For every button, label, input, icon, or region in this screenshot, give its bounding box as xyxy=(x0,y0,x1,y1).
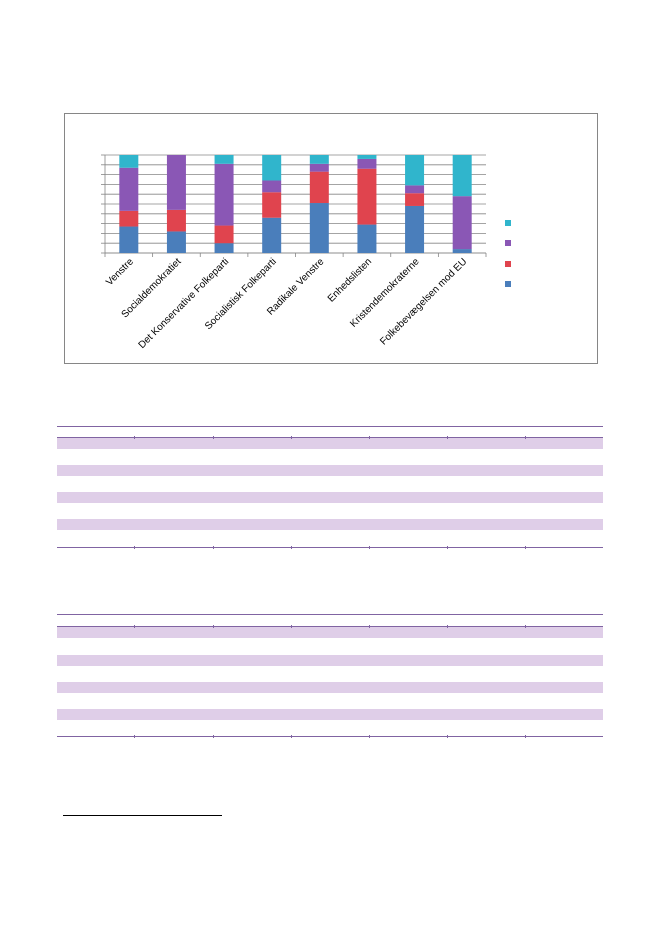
x-tick-label: Folkebevægelsen mod EU xyxy=(378,256,469,347)
bar-segment xyxy=(357,158,377,169)
bar-segment xyxy=(119,155,139,168)
column-separator xyxy=(447,735,448,738)
bar-segment xyxy=(452,155,472,197)
table-top-rule xyxy=(57,614,603,615)
bar-segment xyxy=(262,217,282,253)
column-separator xyxy=(525,625,526,628)
column-separator xyxy=(291,436,292,439)
table-row xyxy=(57,492,603,503)
footnote-rule xyxy=(63,815,222,816)
bar-segment xyxy=(405,155,425,186)
column-separator xyxy=(525,546,526,549)
column-separator xyxy=(447,546,448,549)
table-row xyxy=(57,655,603,666)
x-tick-label: Det Konservative Folkeparti xyxy=(137,256,232,351)
bar-segment xyxy=(119,226,139,253)
legend-swatch xyxy=(505,281,511,287)
column-separator xyxy=(134,546,135,549)
table-row xyxy=(57,709,603,720)
row-divider xyxy=(57,451,134,452)
bar-segment xyxy=(357,155,377,159)
data-table-2 xyxy=(57,614,603,738)
column-separator xyxy=(369,625,370,628)
table-row xyxy=(57,519,603,530)
bar-segment xyxy=(119,210,139,227)
bar-segment xyxy=(214,155,234,164)
legend-swatch xyxy=(505,220,511,226)
column-separator xyxy=(213,735,214,738)
bar-segment xyxy=(119,167,139,211)
table-row xyxy=(57,627,603,638)
bar-segment xyxy=(262,180,282,193)
legend-swatch xyxy=(505,240,511,246)
bar-segment xyxy=(166,209,186,232)
bar-segment xyxy=(262,155,282,181)
column-separator xyxy=(213,546,214,549)
column-separator xyxy=(369,735,370,738)
column-separator xyxy=(369,546,370,549)
table-header-rule xyxy=(57,437,603,438)
data-table-1 xyxy=(57,426,603,549)
table-row xyxy=(57,438,603,449)
bar-segment xyxy=(357,168,377,225)
table-bottom-rule xyxy=(57,736,603,737)
column-separator xyxy=(291,735,292,738)
legend-swatch xyxy=(505,261,511,267)
x-tick-label: Enhedslisten xyxy=(326,256,374,304)
table-top-rule xyxy=(57,426,603,427)
bar-segment xyxy=(309,203,329,253)
bar-segment xyxy=(357,224,377,253)
column-separator xyxy=(447,436,448,439)
table-row xyxy=(57,465,603,476)
bar-segment xyxy=(214,243,234,253)
column-separator xyxy=(134,735,135,738)
bar-segment xyxy=(309,171,329,204)
bar-segment xyxy=(166,231,186,253)
column-separator xyxy=(525,436,526,439)
bar-segment xyxy=(309,155,329,164)
column-separator xyxy=(134,625,135,628)
bar-segment xyxy=(214,225,234,244)
column-separator xyxy=(525,735,526,738)
column-separator xyxy=(213,625,214,628)
bar-segment xyxy=(405,185,425,194)
bar-segment xyxy=(309,163,329,172)
bar-segment xyxy=(214,163,234,226)
column-separator xyxy=(291,546,292,549)
bar-segment xyxy=(405,193,425,206)
bar-segment xyxy=(166,155,186,210)
bar-segment xyxy=(452,196,472,250)
table-bottom-rule xyxy=(57,547,603,548)
column-separator xyxy=(447,625,448,628)
column-separator xyxy=(213,436,214,439)
column-separator xyxy=(134,436,135,439)
row-divider xyxy=(57,532,134,533)
bar-segment xyxy=(405,205,425,253)
column-separator xyxy=(369,436,370,439)
bar-segment xyxy=(262,192,282,218)
bar-segment xyxy=(452,249,472,253)
row-divider xyxy=(57,505,134,506)
table-row xyxy=(57,682,603,693)
column-separator xyxy=(291,625,292,628)
table-header-rule xyxy=(57,626,603,627)
chart-frame: Venstre Socialdemokratiet Det Konservative… xyxy=(64,113,598,364)
x-tick-label: Venstre xyxy=(104,256,136,288)
